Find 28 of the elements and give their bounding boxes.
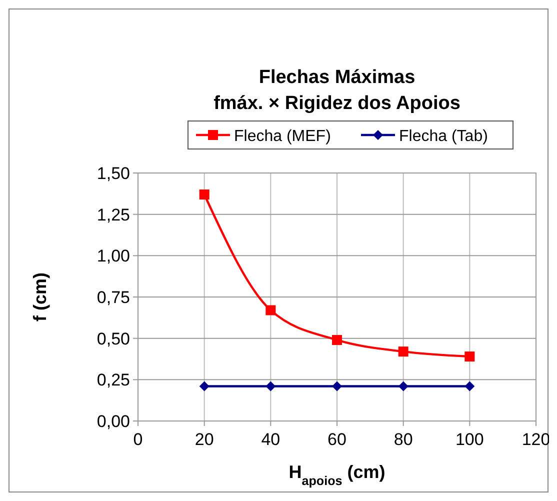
x-axis-title: H$_{apoios}$ (cm) xyxy=(288,462,386,488)
x-tick-label: 0 xyxy=(133,430,143,449)
y-tick-label: 0,50 xyxy=(96,329,130,348)
x-tick-label: 40 xyxy=(261,430,280,449)
x-tick-label: 100 xyxy=(455,430,484,449)
point xyxy=(332,381,342,392)
point xyxy=(266,305,276,316)
point xyxy=(266,381,276,392)
point xyxy=(464,381,475,392)
y-tick-label: 1,50 xyxy=(96,164,130,183)
legend-label: Flecha (MEF) xyxy=(234,128,331,145)
y-tick-label: 0,25 xyxy=(96,370,130,390)
y-tick-label: 0,75 xyxy=(96,288,130,307)
point xyxy=(398,346,408,357)
legend-label: Flecha (Tab) xyxy=(399,128,488,145)
y-tick-label: 0,00 xyxy=(96,412,130,431)
x-tick-label: 60 xyxy=(328,430,346,449)
x-tick-label: 20 xyxy=(194,430,214,449)
point xyxy=(464,352,475,362)
y-tick-label: 1,25 xyxy=(96,205,130,224)
point xyxy=(199,189,210,200)
y-tick-label: 1,00 xyxy=(96,246,130,266)
point xyxy=(398,381,408,392)
y-axis-title: f (cm) xyxy=(30,272,50,322)
x-tick-label: 80 xyxy=(394,430,413,449)
point xyxy=(199,381,210,392)
chart-title: Flechas Máximas fmáx. × Rigidez dos Apoios xyxy=(214,67,460,114)
point xyxy=(332,334,342,345)
